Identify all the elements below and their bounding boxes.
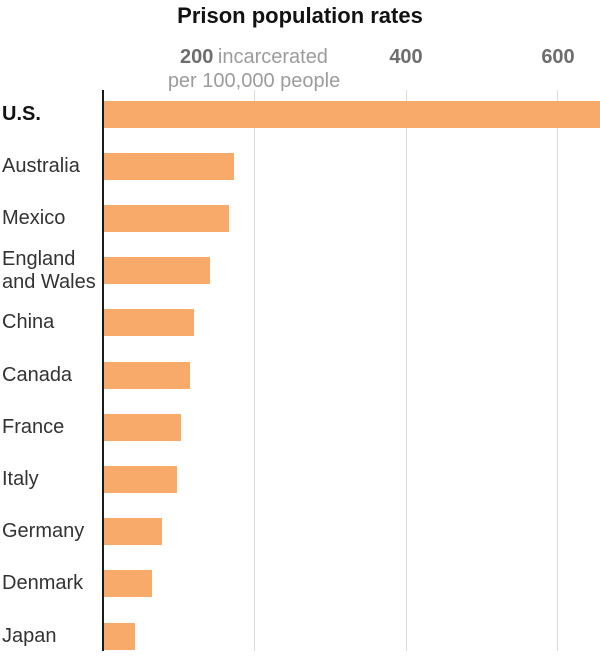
bar bbox=[104, 100, 600, 128]
bar bbox=[104, 152, 235, 180]
bar-row: Germany bbox=[0, 518, 600, 546]
bar-row: China bbox=[0, 309, 600, 337]
category-label: Denmark bbox=[2, 572, 84, 595]
bar bbox=[104, 204, 229, 232]
bar bbox=[104, 413, 181, 441]
axis-tick-label-400: 400 bbox=[389, 46, 423, 68]
category-label: China bbox=[2, 311, 55, 334]
category-label: Australia bbox=[2, 154, 80, 177]
bar bbox=[104, 570, 152, 598]
axis-tick-label-200: 200 incarcerated per 100,000 people bbox=[168, 46, 340, 92]
bar bbox=[104, 622, 136, 650]
gridline-400 bbox=[405, 90, 407, 651]
gridline-200 bbox=[254, 90, 255, 651]
category-label: U.S. bbox=[2, 102, 41, 125]
axis-tick-200-line1: 200 incarcerated bbox=[168, 46, 340, 70]
category-label: Germany bbox=[2, 520, 85, 543]
axis-unit-note-line1: incarcerated bbox=[217, 46, 328, 68]
axis-tick-label-600: 600 bbox=[541, 46, 575, 68]
bar-row: France bbox=[0, 413, 600, 441]
bar-row: England and Wales bbox=[0, 247, 600, 293]
bar bbox=[104, 257, 211, 285]
gridline-600 bbox=[557, 90, 558, 651]
bar bbox=[104, 309, 195, 337]
bar-row: Denmark bbox=[0, 570, 600, 598]
category-label: Italy bbox=[2, 467, 39, 490]
category-label: Mexico bbox=[2, 206, 66, 229]
category-label: England and Wales bbox=[2, 247, 96, 293]
bar-row: Japan bbox=[0, 622, 600, 650]
category-label: Canada bbox=[2, 363, 73, 386]
bar-row: Australia bbox=[0, 152, 600, 180]
bar-row: Canada bbox=[0, 361, 600, 389]
bar bbox=[104, 465, 177, 493]
axis-tick-200-number: 200 bbox=[180, 46, 214, 68]
bar-row: Mexico bbox=[0, 204, 600, 232]
y-axis-line bbox=[101, 90, 104, 651]
bar bbox=[104, 361, 191, 389]
bar-row: U.S. bbox=[0, 100, 600, 128]
axis-unit-note-line2: per 100,000 people bbox=[167, 70, 341, 92]
category-label: Japan bbox=[2, 624, 57, 647]
bar bbox=[104, 518, 162, 546]
bar-row: Italy bbox=[0, 465, 600, 493]
chart-title: Prison population rates bbox=[177, 3, 423, 28]
category-label: France bbox=[2, 415, 65, 438]
